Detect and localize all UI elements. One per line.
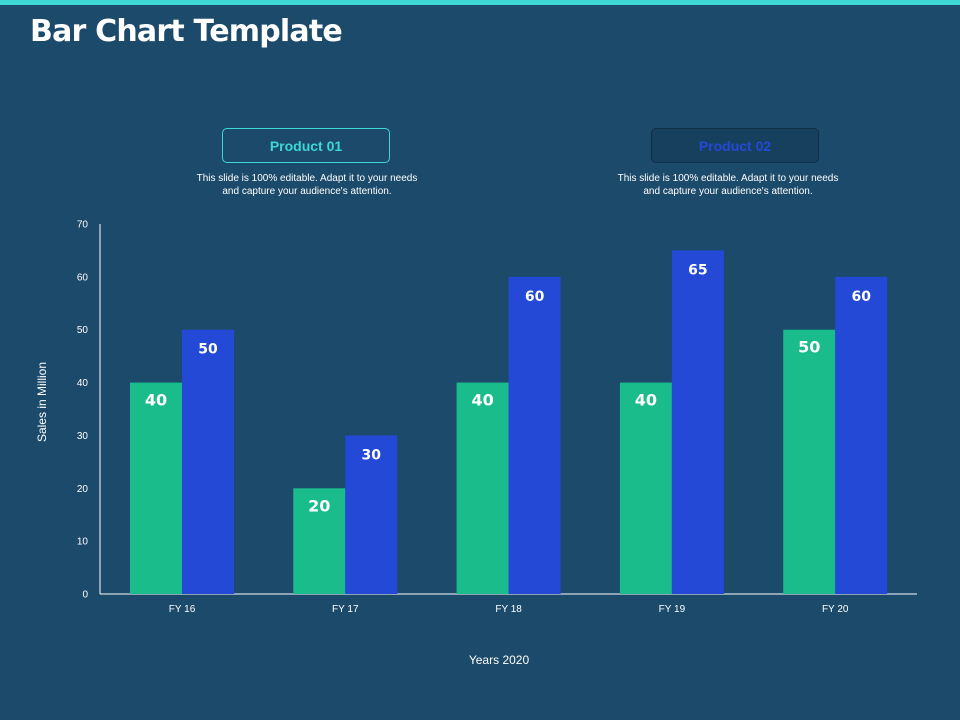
y-tick-label: 50 [77, 325, 89, 336]
bar-value-label: 20 [308, 496, 330, 515]
bar-value-label: 50 [198, 342, 218, 358]
bar-product-01 [130, 382, 182, 594]
y-tick-label: 20 [77, 484, 89, 495]
bar-value-label: 60 [851, 289, 871, 305]
bar-product-02 [508, 276, 561, 594]
y-tick-label: 10 [77, 537, 89, 548]
legend-product-01-desc-line2: and capture your audience's attention. [222, 186, 392, 197]
bar-value-label: 40 [635, 391, 657, 410]
legend-product-01: Product 01 [222, 128, 390, 163]
legend-product-02-description: This slide is 100% editable. Adapt it to… [578, 172, 878, 198]
bar-value-label: 30 [362, 447, 382, 463]
slide-title: Bar Chart Template [30, 14, 343, 49]
bar-product-01 [456, 382, 509, 594]
bar-product-02 [345, 435, 398, 594]
y-tick-label: 70 [77, 220, 89, 231]
legend-product-01-description: This slide is 100% editable. Adapt it to… [157, 172, 457, 198]
x-tick-label: FY 17 [332, 604, 359, 615]
bar-value-label: 60 [525, 289, 545, 305]
bar-value-label: 50 [798, 338, 820, 357]
legend-product-01-label: Product 01 [269, 137, 343, 154]
y-tick-label: 0 [82, 590, 88, 601]
y-axis-title: Sales in Million [35, 362, 49, 442]
bar-product-02 [835, 276, 888, 594]
bar-product-01 [293, 488, 346, 594]
bar-value-label: 40 [471, 391, 493, 410]
bar-product-02 [182, 329, 234, 594]
x-tick-label: FY 18 [495, 604, 522, 615]
legend-product-01-desc-line1: This slide is 100% editable. Adapt it to… [196, 173, 418, 184]
bar-value-label: 40 [145, 391, 167, 410]
x-tick-label: FY 16 [169, 604, 196, 615]
y-tick-label: 30 [77, 431, 89, 442]
legend-product-02-desc-line2: and capture your audience's attention. [643, 186, 813, 197]
y-tick-label: 60 [77, 272, 89, 283]
bar-value-label: 65 [688, 262, 707, 278]
y-tick-label: 40 [77, 378, 89, 389]
legend-product-02-desc-line1: This slide is 100% editable. Adapt it to… [617, 173, 839, 184]
top-accent-bar [0, 0, 960, 5]
x-tick-label: FY 20 [822, 604, 849, 615]
bar-product-02 [671, 250, 724, 594]
legend-product-02-label: Product 02 [698, 137, 772, 154]
x-axis-title: Years 2020 [469, 653, 530, 667]
x-tick-label: FY 19 [659, 604, 686, 615]
bar-product-01 [619, 382, 672, 594]
bar-product-01 [783, 329, 836, 594]
legend-product-02: Product 02 [651, 128, 819, 163]
